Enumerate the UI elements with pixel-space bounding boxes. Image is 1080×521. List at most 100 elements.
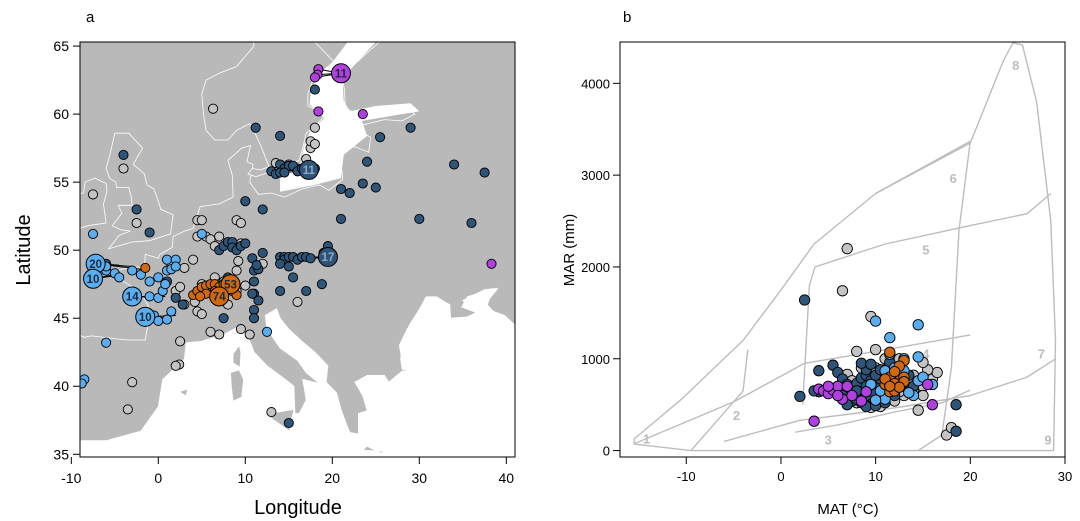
y-tick-label: 50: [53, 242, 69, 258]
site-point-navy: [250, 122, 261, 133]
site-point-gray: [196, 309, 207, 320]
site-point-light_blue: [160, 279, 171, 290]
panel-b-frame: [619, 41, 1066, 458]
biome-boundary: [875, 140, 971, 195]
land-polygon: [230, 369, 245, 402]
site-point-light_blue: [87, 228, 99, 239]
climate-point-navy: [950, 399, 962, 411]
climate-point-navy: [855, 357, 868, 369]
site-point-navy: [283, 261, 294, 272]
biome-boundary: [723, 358, 1056, 443]
biome-boundary: [814, 192, 1052, 268]
site-point-gray: [179, 262, 190, 273]
y-tick-label: 55: [53, 174, 69, 190]
site-point-gray: [208, 103, 219, 114]
panel-a-y-axis: 35 40 45 50 55 60 65: [53, 38, 80, 462]
site-point-gray: [118, 163, 129, 174]
cluster-count-label: 10: [139, 312, 152, 324]
climate-point-gray: [836, 285, 849, 297]
site-point-light_blue: [170, 261, 181, 272]
site-point-navy: [275, 258, 286, 269]
panel-a-y-label: Latitude: [13, 214, 35, 285]
land-polygon: [178, 388, 189, 397]
site-point-light_blue: [144, 291, 155, 302]
climate-point-orange: [888, 365, 901, 378]
climate-point-purple: [855, 395, 868, 407]
climate-point-navy: [794, 390, 806, 403]
y-tick-label: 0: [603, 444, 610, 459]
climate-point-purple: [860, 386, 872, 398]
site-point-navy: [362, 156, 373, 167]
panel-b-x-axis: -10 0 10 20 30: [677, 457, 1072, 484]
x-tick-label: 0: [777, 469, 784, 484]
site-point-navy: [301, 285, 312, 297]
panel-b: b 1 2 3 4 5 6 7 8 9 -10 0 10 20 30 0 1000 2000 3000 4000…: [561, 9, 1072, 518]
site-point-navy: [405, 122, 416, 133]
climate-point-purple: [922, 378, 934, 391]
site-point-navy: [218, 313, 229, 324]
site-points: [80, 64, 497, 429]
biome-boundary: [802, 266, 816, 405]
sea-polygon: [280, 42, 420, 192]
climate-point-gray: [851, 345, 863, 358]
site-point-gray: [175, 281, 186, 292]
site-point-light_blue: [101, 337, 112, 348]
site-point-gray: [240, 280, 251, 291]
y-tick-label: 3000: [581, 168, 610, 183]
site-point-light_blue: [144, 276, 155, 287]
biome-label: 6: [950, 171, 957, 186]
biome-boundary: [690, 349, 749, 452]
site-point-navy: [316, 279, 327, 290]
panel-a-frame: [79, 41, 516, 458]
biome-boundary: [795, 389, 971, 433]
panel-a-x-axis: -10 0 10 20 30 40: [61, 457, 514, 486]
site-point-gray: [131, 217, 142, 229]
y-tick-label: 35: [53, 446, 69, 462]
biome-boundaries: [633, 42, 1057, 452]
site-point-gray: [309, 138, 320, 150]
site-point-gray: [175, 336, 186, 347]
site-point-gray: [214, 329, 225, 340]
site-point-navy: [479, 167, 490, 178]
biome-label: 8: [1012, 58, 1019, 73]
x-tick-label: 20: [963, 469, 977, 484]
site-point-light_blue: [161, 314, 173, 325]
site-point-light_blue: [114, 272, 125, 283]
land-polygon: [80, 177, 108, 229]
site-point-navy: [288, 272, 299, 283]
site-point-gray: [266, 407, 277, 418]
site-point-light_blue: [80, 378, 87, 389]
site-point-navy: [305, 253, 316, 264]
site-point-navy: [251, 260, 262, 271]
site-point-navy: [414, 213, 425, 224]
site-point-navy: [240, 238, 251, 249]
site-point-navy: [247, 288, 258, 299]
y-tick-label: 1000: [581, 352, 610, 367]
site-point-navy: [248, 313, 260, 324]
climate-point-purple: [822, 380, 834, 392]
climate-point-light_blue: [869, 394, 882, 406]
land-polygon: [105, 132, 174, 250]
biome-labels: 1 2 3 4 5 6 7 8 9: [643, 58, 1052, 448]
climate-point-light_blue: [912, 319, 924, 331]
y-tick-label: 40: [53, 378, 69, 394]
site-point-navy: [257, 204, 268, 215]
site-point-navy: [449, 159, 460, 170]
europe-map: [80, 42, 515, 454]
site-point-navy: [370, 182, 381, 193]
climate-point-light_blue: [912, 351, 924, 363]
site-point-navy: [253, 295, 264, 306]
panel-a-x-label: Longitude: [254, 497, 342, 519]
site-point-gray: [235, 324, 246, 335]
land-polygon: [361, 445, 388, 454]
climate-point-orange: [884, 380, 896, 392]
site-point-navy: [344, 187, 355, 199]
biome-label: 9: [1044, 433, 1051, 448]
cluster-marker: [135, 306, 156, 327]
cluster-marker: [122, 286, 143, 307]
climate-point-orange: [884, 346, 896, 358]
site-point-navy: [177, 299, 188, 310]
panel-b-x-label: MAT (°C): [817, 501, 878, 518]
biome-boundary: [917, 141, 971, 452]
